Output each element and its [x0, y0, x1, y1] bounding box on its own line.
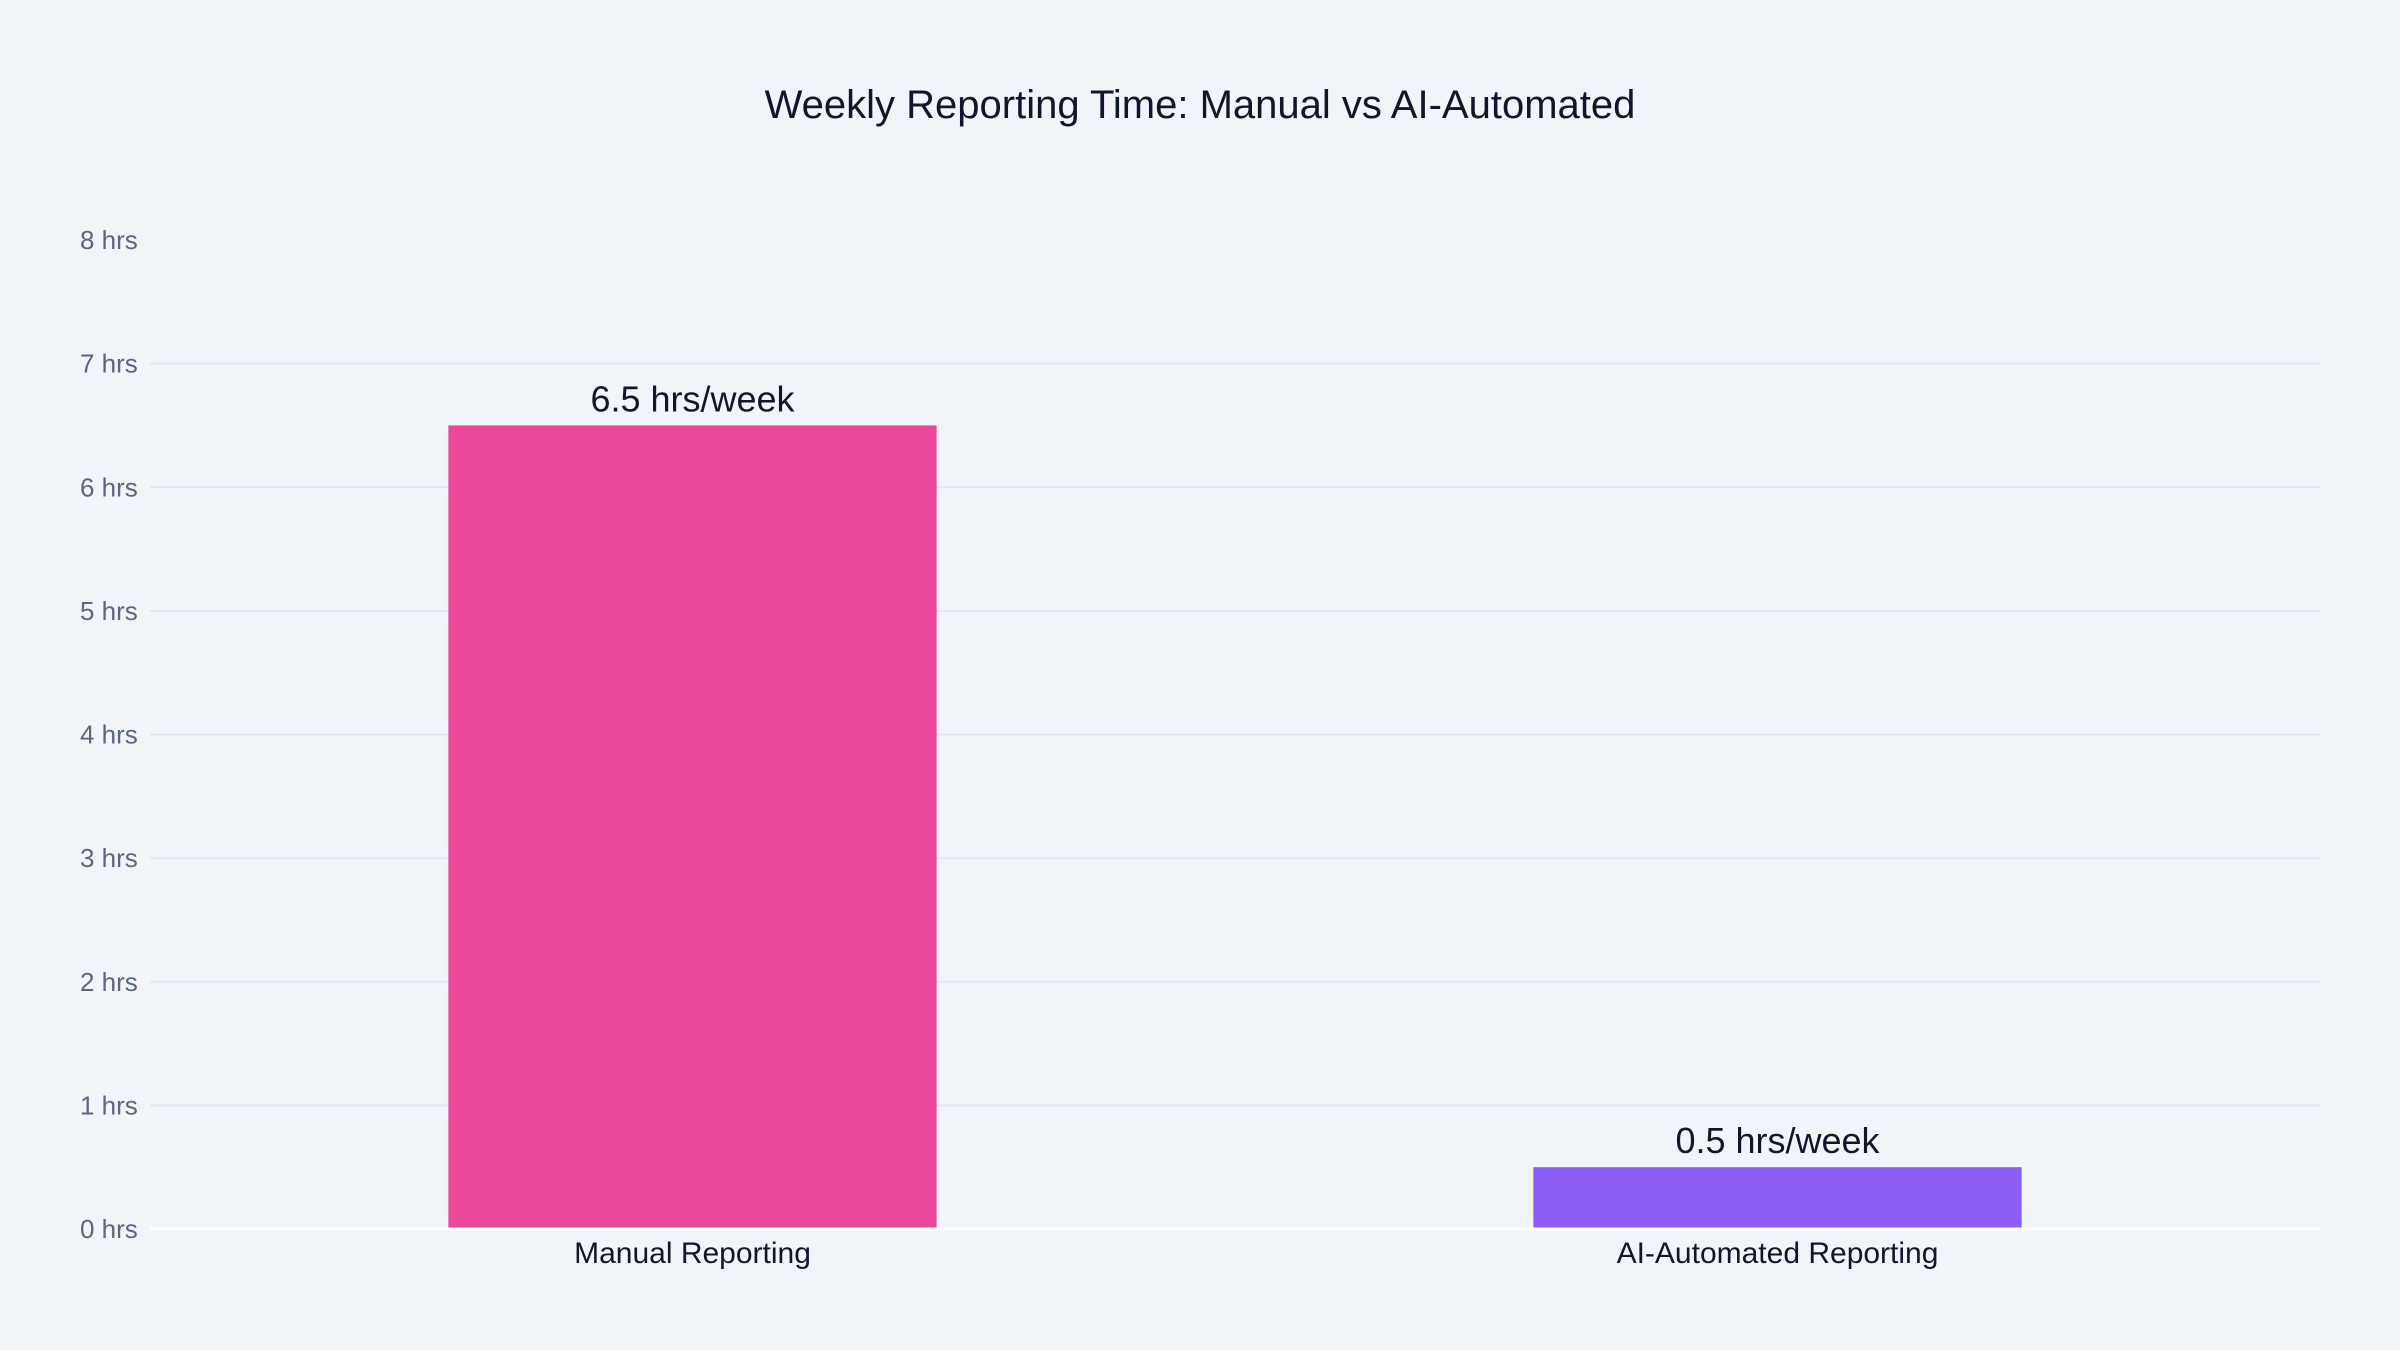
- x-tick-label: AI-Automated Reporting: [1617, 1237, 1939, 1270]
- bar: [448, 425, 937, 1229]
- bar: [1533, 1167, 2022, 1229]
- data-label: 0.5 hrs/week: [1675, 1120, 1880, 1161]
- y-tick-label: 8 hrs: [80, 225, 138, 255]
- bars: [448, 425, 2022, 1229]
- y-tick-label: 4 hrs: [80, 720, 138, 750]
- data-labels: 6.5 hrs/week 0.5 hrs/week: [590, 378, 1880, 1161]
- y-tick-label: 0 hrs: [80, 1214, 138, 1244]
- x-axis: Manual Reporting AI-Automated Reporting: [574, 1237, 1938, 1270]
- y-tick-label: 1 hrs: [80, 1090, 138, 1120]
- y-tick-label: 5 hrs: [80, 596, 138, 626]
- x-tick-label: Manual Reporting: [574, 1237, 811, 1270]
- y-tick-label: 7 hrs: [80, 349, 138, 379]
- y-tick-label: 2 hrs: [80, 967, 138, 997]
- y-axis: 0 hrs 1 hrs 2 hrs 3 hrs 4 hrs 5 hrs 6 hrs 7 hrs…: [80, 225, 2320, 1244]
- chart-title: Weekly Reporting Time: Manual vs AI-Auto…: [765, 83, 1636, 127]
- data-label: 6.5 hrs/week: [590, 378, 795, 419]
- y-tick-label: 6 hrs: [80, 472, 138, 502]
- y-tick-label: 3 hrs: [80, 843, 138, 873]
